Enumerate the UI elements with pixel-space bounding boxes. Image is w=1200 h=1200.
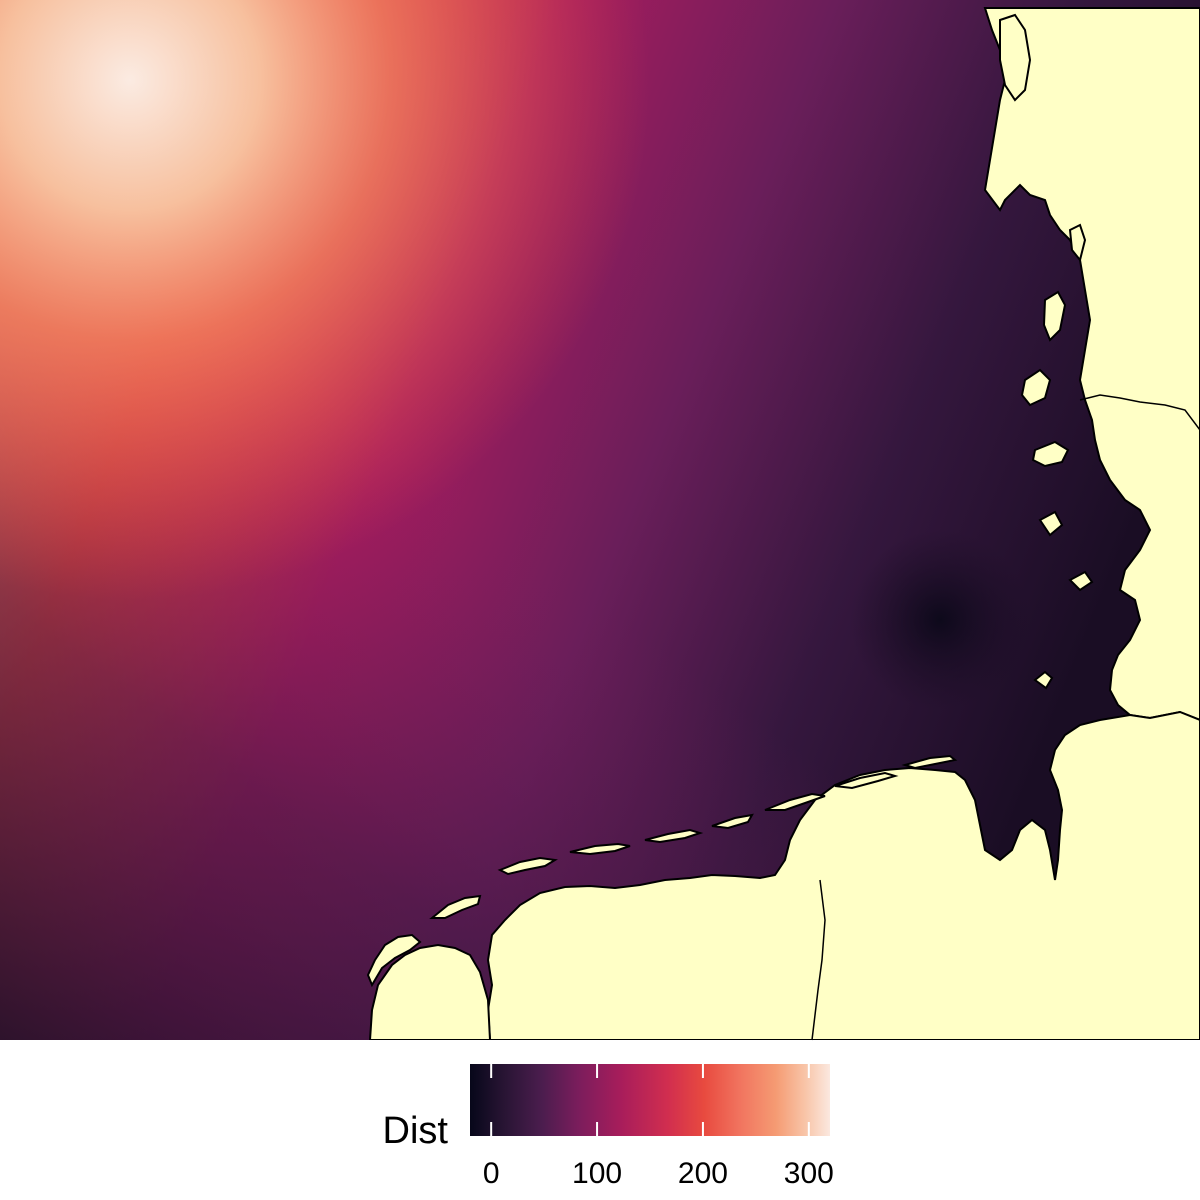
- island: [999, 13, 1032, 102]
- border-nl-de: [811, 879, 826, 1041]
- legend-ticks: 0 100 200 300: [483, 1064, 834, 1190]
- island: [1031, 440, 1070, 468]
- border-dk-de: [1079, 394, 1200, 431]
- legend: Dist 0 100 200 300: [383, 1064, 834, 1190]
- legend-tick-label: 0: [483, 1157, 500, 1190]
- legend-tick-label: 300: [784, 1157, 834, 1190]
- land: [366, 7, 1200, 1040]
- island: [569, 842, 631, 856]
- legend-tick-label: 100: [572, 1157, 622, 1190]
- island: [764, 792, 826, 811]
- island: [1042, 290, 1067, 342]
- island: [1033, 670, 1054, 690]
- legend-tick-label: 200: [678, 1157, 728, 1190]
- island: [1068, 570, 1094, 592]
- mainland-south: [486, 710, 1200, 1040]
- island: [711, 813, 754, 830]
- legend-title: Dist: [383, 1110, 449, 1152]
- borders: [811, 394, 1200, 1041]
- mainland-east: [983, 7, 1200, 722]
- island: [1020, 368, 1052, 407]
- island: [1068, 223, 1087, 263]
- island: [429, 894, 482, 919]
- legend-colorbar: [470, 1064, 830, 1136]
- island: [366, 933, 422, 988]
- island: [834, 771, 899, 790]
- island: [901, 754, 958, 770]
- island: [1038, 510, 1064, 537]
- island: [644, 828, 704, 844]
- island: [497, 856, 558, 876]
- mainland-west: [368, 943, 492, 1040]
